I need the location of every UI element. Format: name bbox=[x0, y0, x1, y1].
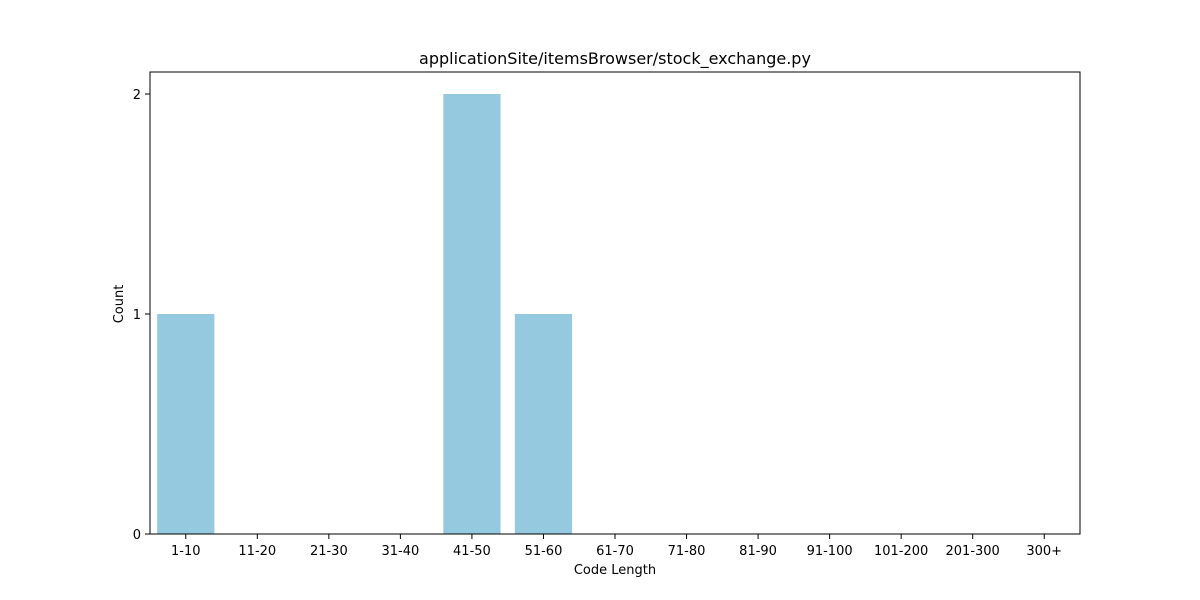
x-tick-label: 31-40 bbox=[381, 544, 419, 559]
x-ticks-layer: 1-10 11-20 21-30 31-40 41-50 51-60 61-70 71-80 8… bbox=[171, 534, 1062, 559]
x-tick-label: 21-30 bbox=[310, 544, 348, 559]
x-tick-label: 11-20 bbox=[238, 544, 276, 559]
x-tick-label: 51-60 bbox=[525, 544, 563, 559]
x-tick-label: 101-200 bbox=[874, 544, 928, 559]
x-tick-label: 61-70 bbox=[596, 544, 634, 559]
x-tick-label: 81-90 bbox=[739, 544, 777, 559]
x-tick-label: 41-50 bbox=[453, 544, 491, 559]
bars-layer bbox=[157, 94, 573, 534]
bar-1-10 bbox=[157, 314, 215, 534]
chart-title: applicationSite/itemsBrowser/stock_excha… bbox=[419, 49, 811, 69]
x-tick-label: 300+ bbox=[1026, 544, 1062, 559]
bar-51-60 bbox=[514, 314, 573, 534]
bar-41-50 bbox=[443, 94, 501, 534]
x-tick-label: 71-80 bbox=[668, 544, 706, 559]
x-tick-label: 1-10 bbox=[171, 544, 201, 559]
axes-layer bbox=[149, 71, 1081, 535]
y-axis-label: Count bbox=[112, 285, 127, 324]
x-tick-label: 201-300 bbox=[946, 544, 1000, 559]
y-tick-label: 0 bbox=[133, 528, 141, 543]
y-tick-label: 2 bbox=[133, 88, 141, 103]
y-tick-label: 1 bbox=[133, 308, 141, 323]
x-tick-label: 91-100 bbox=[807, 544, 853, 559]
x-axis-label: Code Length bbox=[574, 563, 656, 578]
y-ticks-layer: 0 1 2 bbox=[133, 88, 150, 543]
plot-frame bbox=[149, 71, 1081, 535]
